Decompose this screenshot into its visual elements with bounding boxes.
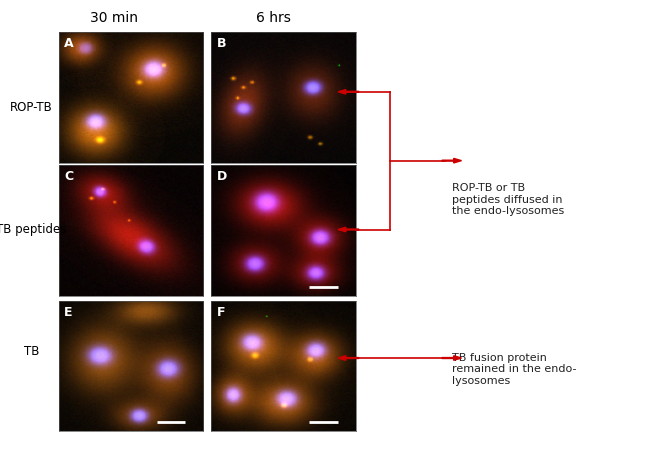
- Text: D: D: [217, 170, 228, 184]
- Text: E: E: [64, 306, 73, 319]
- Text: A: A: [64, 37, 74, 50]
- Text: TB fusion protein
remained in the endo-
lysosomes: TB fusion protein remained in the endo- …: [452, 353, 577, 386]
- Text: ROP-TB or TB
peptides diffused in
the endo-lysosomes: ROP-TB or TB peptides diffused in the en…: [452, 183, 564, 216]
- Text: 6 hrs: 6 hrs: [255, 11, 291, 26]
- Text: B: B: [217, 37, 226, 50]
- Text: F: F: [217, 306, 226, 319]
- Text: TB peptides: TB peptides: [0, 223, 66, 236]
- Text: ROP-TB: ROP-TB: [10, 101, 53, 114]
- Text: C: C: [64, 170, 73, 184]
- Text: 30 min: 30 min: [90, 11, 138, 26]
- Text: TB: TB: [23, 345, 39, 358]
